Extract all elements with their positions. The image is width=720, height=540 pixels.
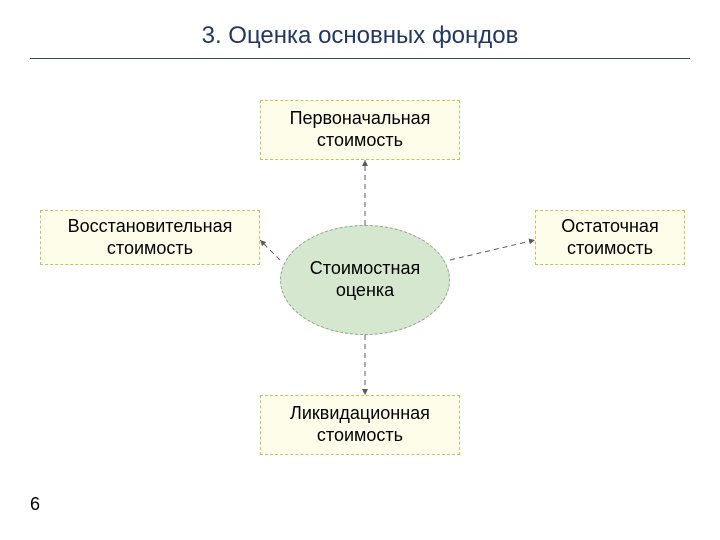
node-label: Восстановительнаястоимость — [68, 216, 233, 259]
node-label: Ликвидационнаястоимость — [290, 403, 430, 446]
node-label: Первоначальнаястоимость — [290, 108, 431, 151]
title-underline — [30, 58, 690, 59]
node-cost-valuation: Стоимостнаяоценка — [280, 225, 450, 335]
node-residual-cost: Остаточнаястоимость — [535, 210, 685, 265]
node-initial-cost: Первоначальнаястоимость — [260, 100, 460, 160]
node-liquidation-cost: Ликвидационнаястоимость — [260, 395, 460, 455]
node-label: Стоимостнаяоценка — [310, 258, 420, 301]
page-title: 3. Оценка основных фондов — [0, 22, 720, 50]
page-number: 6 — [30, 494, 40, 515]
node-replacement-cost: Восстановительнаястоимость — [40, 210, 260, 265]
node-label: Остаточнаястоимость — [561, 216, 658, 259]
